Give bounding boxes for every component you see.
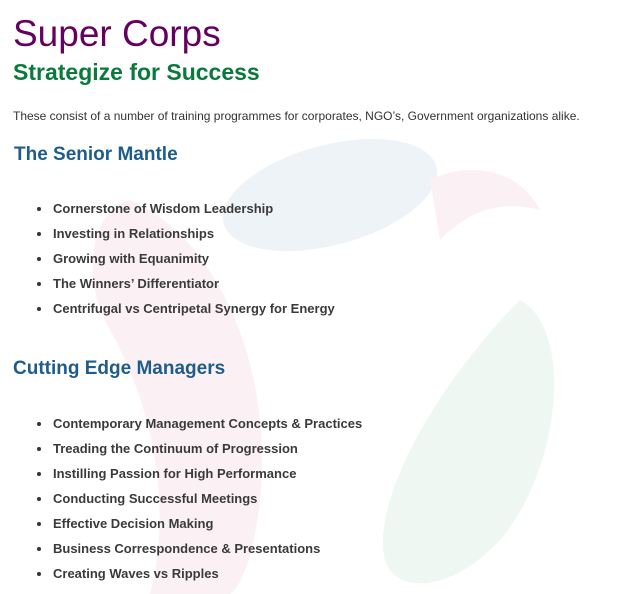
senior-mantle-list: Cornerstone of Wisdom Leadership Investi…	[35, 198, 335, 323]
bullet-icon	[37, 232, 41, 236]
bullet-icon	[37, 572, 41, 576]
list-item-label: Creating Waves vs Ripples	[53, 566, 219, 581]
list-item-label: Conducting Successful Meetings	[53, 491, 258, 506]
page-subtitle: Strategize for Success	[13, 59, 260, 85]
list-item: Contemporary Management Concepts & Pract…	[35, 413, 362, 438]
list-item: Cornerstone of Wisdom Leadership	[35, 198, 335, 223]
watermark-green-shape	[382, 300, 555, 584]
watermark-blue-shape	[222, 138, 438, 252]
bullet-icon	[37, 497, 41, 501]
page-title: Super Corps	[13, 13, 221, 54]
list-item-label: Business Correspondence & Presentations	[53, 541, 321, 556]
section-heading-senior-mantle: The Senior Mantle	[14, 144, 178, 165]
list-item-label: Instilling Passion for High Performance	[53, 466, 297, 481]
list-item: Effective Decision Making	[35, 513, 362, 538]
list-item: Business Correspondence & Presentations	[35, 538, 362, 563]
list-item: The Winners’ Differentiator	[35, 273, 335, 298]
list-item: Creating Waves vs Ripples	[35, 563, 362, 588]
list-item-label: The Winners’ Differentiator	[53, 276, 220, 291]
intro-text: These consist of a number of training pr…	[13, 109, 580, 123]
list-item-label: Contemporary Management Concepts & Pract…	[53, 416, 363, 431]
list-item: Growing with Equanimity	[35, 248, 335, 273]
list-item-label: Investing in Relationships	[53, 226, 215, 241]
watermark-pink-shape	[92, 200, 262, 594]
bullet-icon	[37, 422, 41, 426]
bullet-icon	[37, 472, 41, 476]
bullet-icon	[37, 282, 41, 286]
list-item-label: Centrifugal vs Centripetal Synergy for E…	[53, 301, 335, 316]
bullet-icon	[37, 257, 41, 261]
bullet-icon	[37, 447, 41, 451]
bullet-icon	[37, 522, 41, 526]
bullet-icon	[37, 207, 41, 211]
list-item-label: Treading the Continuum of Progression	[53, 441, 298, 456]
cutting-edge-managers-list: Contemporary Management Concepts & Pract…	[35, 413, 362, 588]
list-item-label: Effective Decision Making	[53, 516, 214, 531]
section-heading-cutting-edge-managers: Cutting Edge Managers	[13, 358, 226, 379]
list-item: Centrifugal vs Centripetal Synergy for E…	[35, 298, 335, 323]
list-item: Investing in Relationships	[35, 223, 335, 248]
list-item: Conducting Successful Meetings	[35, 488, 362, 513]
bullet-icon	[37, 547, 41, 551]
list-item: Instilling Passion for High Performance	[35, 463, 362, 488]
list-item: Treading the Continuum of Progression	[35, 438, 362, 463]
list-item-label: Cornerstone of Wisdom Leadership	[53, 201, 274, 216]
list-item-label: Growing with Equanimity	[53, 251, 209, 266]
bullet-icon	[37, 307, 41, 311]
watermark-pink-swoosh	[430, 170, 540, 240]
